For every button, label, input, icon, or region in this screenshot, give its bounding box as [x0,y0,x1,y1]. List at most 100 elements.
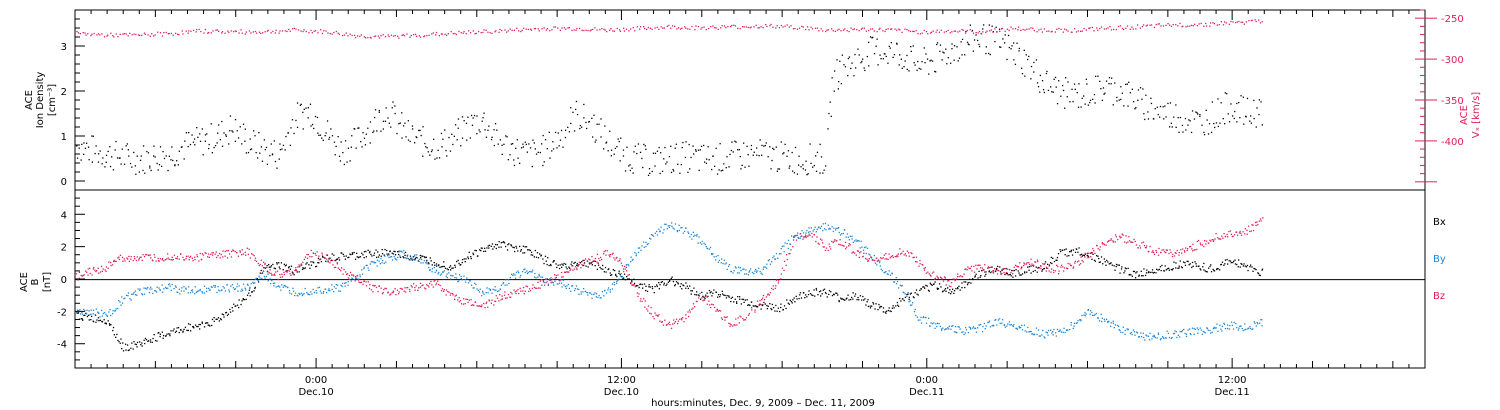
data-point [908,298,910,300]
data-point [365,281,367,283]
data-point [1209,265,1211,268]
data-point [372,291,374,293]
data-point [1185,247,1187,249]
data-point [647,243,649,245]
data-point [632,258,634,261]
data-point [742,298,745,301]
data-point [968,326,970,328]
data-point [1227,113,1229,115]
data-point [530,254,532,256]
data-point [476,115,478,117]
data-point [435,34,437,36]
data-point [1078,260,1080,262]
data-point [1224,263,1226,265]
data-point [348,278,351,280]
data-point [720,262,722,264]
data-point [270,143,272,145]
data-point [451,133,453,135]
data-point [847,57,849,60]
data-point [682,317,684,319]
data-point [480,306,483,308]
data-point [221,313,223,315]
data-point [674,285,676,287]
data-point [141,34,143,37]
data-point [274,160,277,163]
data-point [395,294,397,296]
data-point [596,261,598,263]
data-point [199,323,201,326]
data-point [216,142,218,144]
data-point [769,263,772,265]
data-point [511,293,513,295]
data-point [360,281,363,283]
data-point [1045,270,1047,272]
data-point [505,245,507,248]
data-point [313,292,316,294]
data-point [461,261,463,264]
data-point [433,138,435,140]
data-point [919,289,921,292]
data-point [110,324,112,326]
data-point [629,169,631,172]
data-point [87,274,89,276]
data-point [1009,268,1011,271]
data-point [571,29,573,32]
data-point [143,293,146,295]
data-point [753,151,755,153]
data-point [412,34,415,36]
data-point [961,282,963,284]
data-point [365,285,368,287]
data-point [846,30,848,32]
data-point [1179,22,1181,25]
data-point [1132,270,1135,273]
data-point [1175,252,1177,254]
bottom-left-tick-label: 4 [61,210,67,221]
data-point [1063,249,1066,251]
data-point [609,29,611,31]
data-point [1258,274,1261,276]
data-point [610,274,612,276]
data-point [347,284,349,286]
data-point [802,164,804,166]
data-point [304,287,306,290]
data-point [1039,91,1041,93]
data-point [697,26,700,28]
data-point [924,287,926,289]
data-point [828,243,830,245]
data-point [837,88,839,90]
data-point [156,291,158,293]
data-point [90,313,92,315]
data-point [1258,19,1260,21]
data-point [173,288,175,290]
data-point [1004,326,1006,328]
data-point [491,243,494,245]
data-point [677,282,679,284]
data-point [504,29,506,31]
data-point [831,294,834,297]
data-point [484,250,487,252]
data-point [354,258,357,260]
data-point [1198,23,1200,25]
data-point [456,260,458,263]
data-point [895,305,897,307]
data-point [808,233,810,235]
data-point [1048,265,1050,267]
data-point [151,341,153,343]
data-point [559,139,562,141]
data-point [898,64,900,66]
data-point [86,313,88,315]
data-point [719,143,721,145]
data-point [84,310,86,312]
data-point [646,308,648,310]
data-point [158,260,160,262]
data-point [1139,247,1142,249]
data-point [957,60,959,62]
data-point [973,265,975,268]
data-point [753,273,755,275]
data-point [1164,105,1166,107]
data-point [793,235,795,238]
data-point [248,289,251,291]
data-point [318,134,320,136]
data-point [666,25,668,27]
data-point [475,32,477,35]
